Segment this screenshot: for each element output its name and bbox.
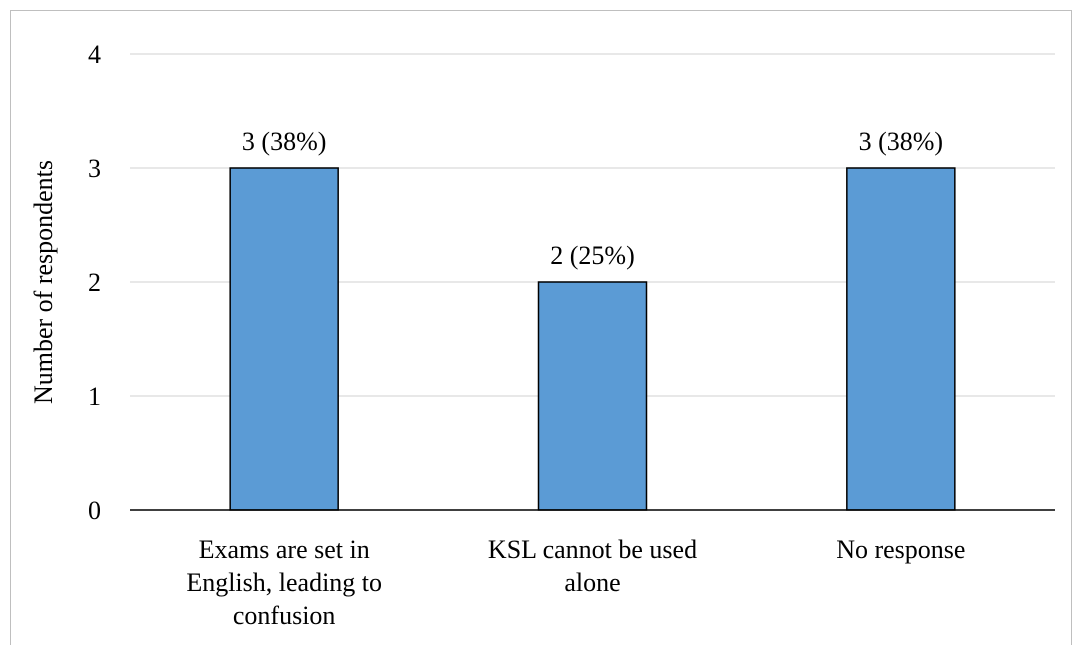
bar: [229, 167, 339, 511]
x-tick-label: Exams are set in: [199, 535, 370, 564]
x-tick-label: confusion: [233, 601, 336, 630]
bars: [229, 167, 956, 511]
bar: [537, 281, 648, 511]
data-label: 2 (25%): [550, 241, 634, 270]
y-tick-label: 1: [88, 382, 101, 411]
bar: [846, 167, 956, 511]
data-label: 3 (38%): [859, 127, 943, 156]
x-tick-label: alone: [564, 568, 620, 597]
x-tick-label: KSL cannot be used: [488, 535, 697, 564]
y-tick-label: 2: [88, 268, 101, 297]
x-tick-label: No response: [836, 535, 965, 564]
y-tick-label: 4: [88, 40, 101, 69]
data-labels: 3 (38%) 2 (25%) 3 (38%): [242, 127, 943, 270]
data-label: 3 (38%): [242, 127, 326, 156]
x-axis-category-labels: Exams are set in English, leading to confu…: [186, 535, 965, 630]
y-axis-label: Number of respondents: [29, 160, 58, 404]
y-tick-label: 3: [88, 154, 101, 183]
x-tick-label: English, leading to: [186, 568, 382, 597]
y-axis-ticks: 0 1 2 3 4: [88, 40, 101, 525]
y-tick-label: 0: [88, 496, 101, 525]
